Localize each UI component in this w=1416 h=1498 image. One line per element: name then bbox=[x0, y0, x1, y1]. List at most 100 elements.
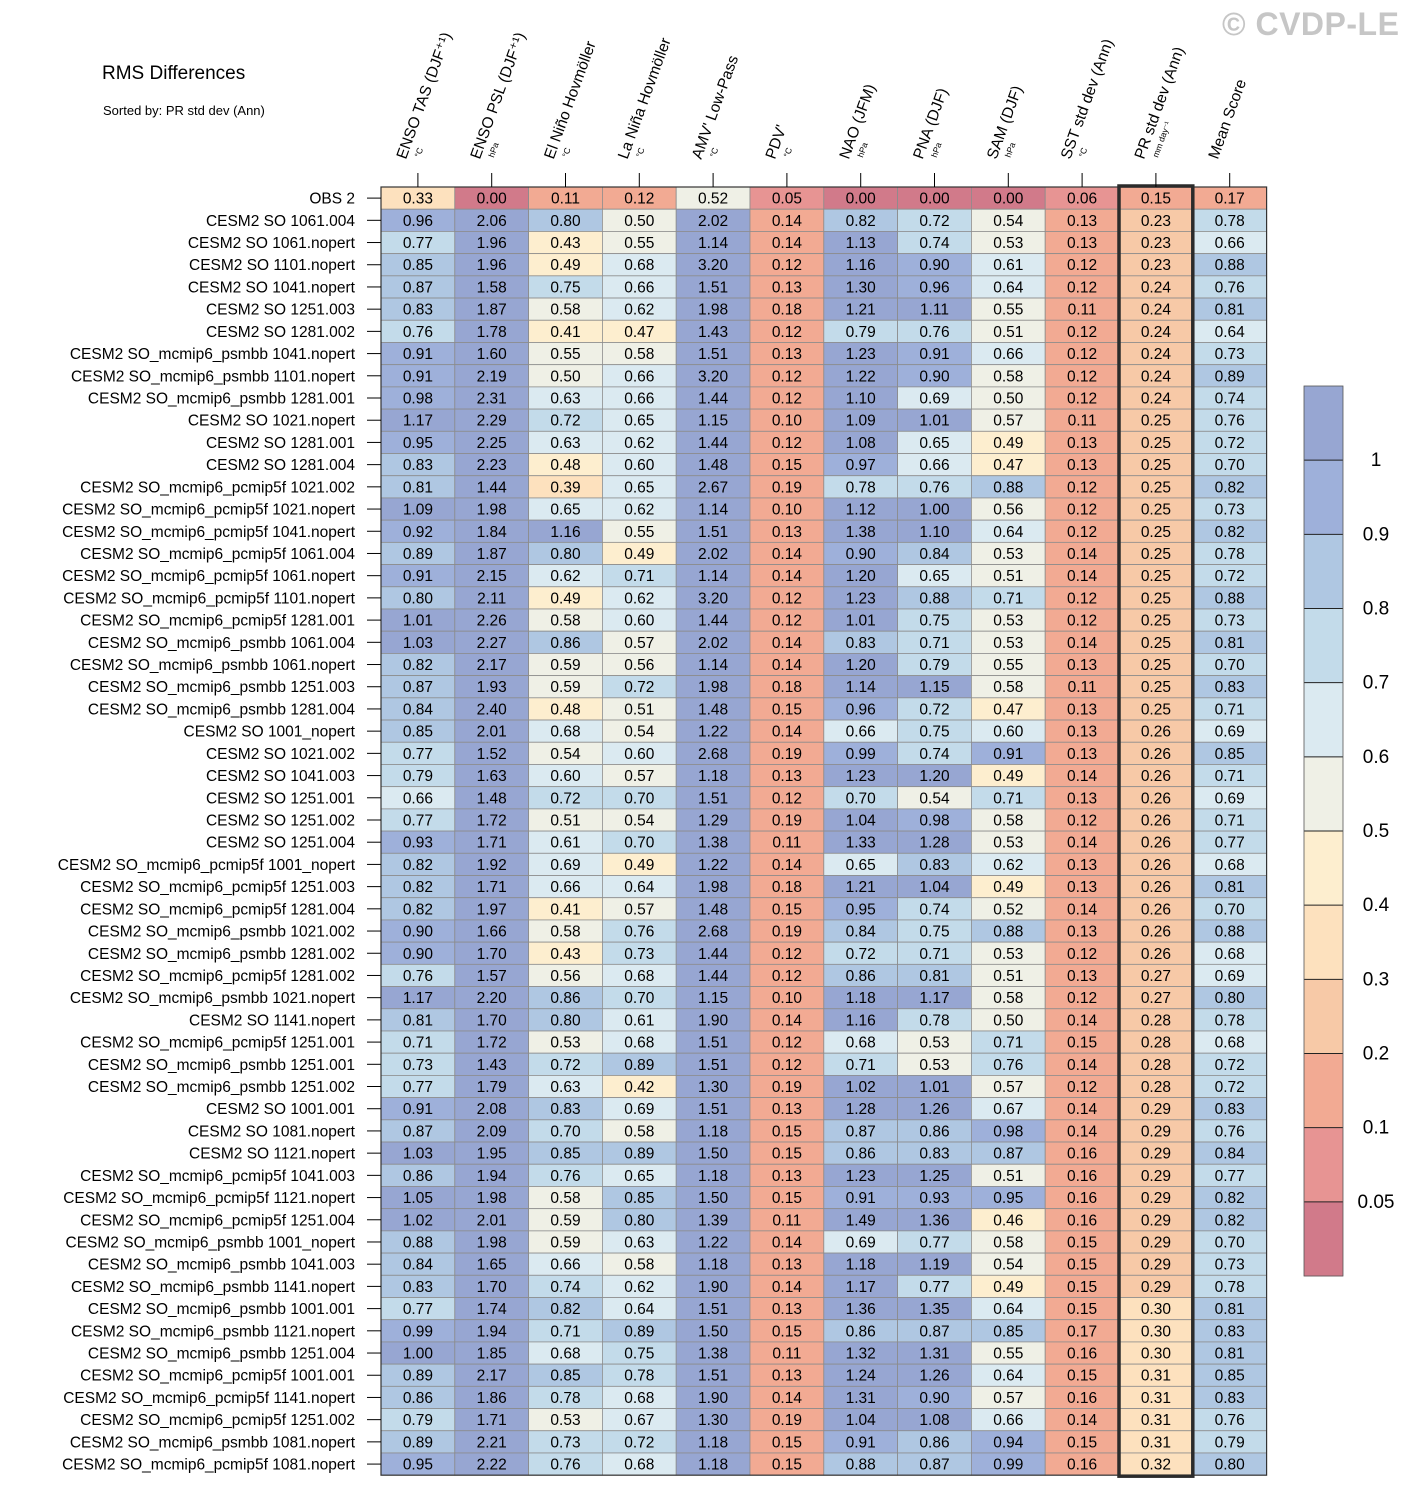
row-label: CESM2 SO_mcmip6_pcmip5f 1251.004 bbox=[80, 1212, 355, 1229]
cell-value-label: 0.56 bbox=[624, 657, 654, 674]
cell-value-label: 0.65 bbox=[919, 568, 949, 585]
cell-value-label: 0.12 bbox=[1067, 812, 1097, 829]
cell-value-label: 0.53 bbox=[919, 1057, 949, 1074]
cell-value-label: 0.11 bbox=[772, 1212, 801, 1229]
cell-value-label: 0.15 bbox=[1067, 1368, 1097, 1385]
row-label: CESM2 SO_mcmip6_psmbb 1041.003 bbox=[88, 1257, 355, 1274]
cell-value-label: 0.84 bbox=[1215, 1146, 1246, 1163]
column-unit-label: °C bbox=[634, 146, 647, 158]
row-label: CESM2 SO_mcmip6_psmbb 1021.nopert bbox=[70, 990, 356, 1007]
cell-value-label: 0.64 bbox=[624, 1301, 655, 1318]
cell-value-label: 0.72 bbox=[1215, 568, 1245, 585]
cell-value-label: 0.11 bbox=[772, 1346, 801, 1363]
cell-value-label: 0.72 bbox=[624, 679, 654, 696]
cell-value-label: 0.71 bbox=[846, 1057, 876, 1074]
row-label: CESM2 SO 1061.004 bbox=[206, 213, 355, 230]
column-unit-label: °C bbox=[412, 146, 425, 158]
cell-value-label: 1.38 bbox=[698, 835, 728, 852]
cell-value-label: 0.18 bbox=[772, 302, 802, 319]
cell-value-label: 0.60 bbox=[993, 724, 1024, 741]
column-unit-label: hPa bbox=[855, 141, 870, 159]
cell-value-label: 0.14 bbox=[1067, 901, 1098, 918]
cell-value-label: 0.75 bbox=[624, 1346, 654, 1363]
cell-value-label: 0.13 bbox=[772, 279, 802, 296]
cell-value-label: 0.91 bbox=[403, 568, 433, 585]
cell-value-label: 0.54 bbox=[993, 213, 1024, 230]
cell-value-label: 1.15 bbox=[698, 990, 728, 1007]
cell-value-label: 0.13 bbox=[772, 1257, 802, 1274]
cell-value-label: 0.55 bbox=[550, 346, 580, 363]
cell-value-label: 0.73 bbox=[624, 946, 654, 963]
cell-value-label: 0.58 bbox=[550, 924, 580, 941]
cell-value-label: 0.84 bbox=[403, 1257, 434, 1274]
cell-value-label: 0.65 bbox=[919, 435, 949, 452]
cell-value-label: 0.29 bbox=[1141, 1168, 1171, 1185]
cell-value-label: 1.31 bbox=[919, 1346, 949, 1363]
cell-value-label: 0.58 bbox=[550, 613, 580, 630]
cell-value-label: 0.74 bbox=[550, 1279, 581, 1296]
cell-value-label: 0.13 bbox=[1067, 924, 1097, 941]
cell-value-label: 0.13 bbox=[1067, 657, 1097, 674]
cell-value-label: 0.57 bbox=[624, 901, 654, 918]
colorbar-frame bbox=[1303, 385, 1344, 1277]
cell-value-label: 0.26 bbox=[1141, 724, 1171, 741]
column-unit-label: °C bbox=[781, 146, 794, 158]
cell-value-label: 2.09 bbox=[477, 1123, 507, 1140]
cell-value-label: 0.29 bbox=[1141, 1123, 1171, 1140]
cell-value-label: 1.63 bbox=[477, 768, 507, 785]
cell-value-label: 0.13 bbox=[1067, 746, 1097, 763]
cell-value-label: 0.00 bbox=[919, 191, 950, 208]
cell-value-label: 0.72 bbox=[919, 213, 949, 230]
cell-value-label: 0.12 bbox=[772, 590, 802, 607]
cell-value-label: 0.28 bbox=[1141, 1079, 1171, 1096]
cell-value-label: 0.76 bbox=[403, 968, 433, 985]
cell-value-label: 0.65 bbox=[624, 413, 654, 430]
cell-value-label: 0.71 bbox=[1215, 701, 1245, 718]
colorbar-tick-label: 0.4 bbox=[1363, 895, 1390, 916]
cell-value-label: 0.81 bbox=[1215, 1346, 1245, 1363]
cell-value-label: 0.85 bbox=[403, 257, 433, 274]
cell-value-label: 0.81 bbox=[1215, 1301, 1245, 1318]
cell-value-label: 1.33 bbox=[846, 835, 876, 852]
cell-value-label: 0.14 bbox=[1067, 1101, 1098, 1118]
cell-value-label: 0.13 bbox=[1067, 213, 1097, 230]
cell-value-label: 0.30 bbox=[1141, 1301, 1172, 1318]
cell-value-label: 0.82 bbox=[1215, 524, 1245, 541]
cell-value-label: 0.68 bbox=[1215, 1035, 1245, 1052]
cell-value-label: 0.86 bbox=[403, 1168, 433, 1185]
cell-value-label: 0.12 bbox=[772, 391, 802, 408]
colorbar-tick-label: 0.05 bbox=[1358, 1192, 1395, 1213]
cell-value-label: 0.87 bbox=[846, 1123, 876, 1140]
row-label: CESM2 SO_mcmip6_pcmip5f 1251.003 bbox=[80, 879, 355, 896]
cell-value-label: 0.70 bbox=[1215, 1234, 1246, 1251]
watermark: © CVDP-LE bbox=[1222, 6, 1400, 42]
cell-value-label: 0.96 bbox=[919, 279, 949, 296]
cell-value-label: 0.70 bbox=[550, 1123, 581, 1140]
cell-value-label: 0.55 bbox=[993, 657, 1023, 674]
cell-value-label: 0.76 bbox=[1215, 1412, 1245, 1429]
cell-value-label: 0.69 bbox=[624, 1101, 654, 1118]
cell-value-label: 0.16 bbox=[1067, 1346, 1097, 1363]
cell-value-label: 0.89 bbox=[403, 546, 433, 563]
row-label: CESM2 SO_mcmip6_psmbb 1001_nopert bbox=[66, 1234, 356, 1251]
cell-value-label: 0.72 bbox=[1215, 1057, 1245, 1074]
cell-value-label: 0.58 bbox=[624, 1123, 654, 1140]
cell-value-label: 1.38 bbox=[846, 524, 876, 541]
cell-value-label: 1.30 bbox=[698, 1412, 729, 1429]
cell-value-label: 1.71 bbox=[477, 1412, 507, 1429]
row-label: CESM2 SO_mcmip6_pcmip5f 1281.004 bbox=[80, 901, 355, 918]
row-label: CESM2 SO 1001.001 bbox=[206, 1101, 355, 1118]
cell-value-label: 2.29 bbox=[477, 413, 507, 430]
cell-value-label: 1.24 bbox=[846, 1368, 877, 1385]
cell-value-label: 0.91 bbox=[919, 346, 949, 363]
cell-value-label: 0.15 bbox=[772, 1123, 802, 1140]
cell-value-label: 1.36 bbox=[919, 1212, 949, 1229]
colorbar-segment bbox=[1304, 905, 1343, 980]
cell-value-label: 0.83 bbox=[1215, 1390, 1245, 1407]
cell-value-label: 0.24 bbox=[1141, 346, 1172, 363]
cell-value-label: 0.59 bbox=[550, 1234, 580, 1251]
colorbar: 1 0.9 0.8 0.7 0.6 0.5 0.4 0.3 0.2 0.1 0.05 bbox=[1303, 385, 1395, 1277]
cell-value-label: 0.54 bbox=[624, 812, 655, 829]
row-label: CESM2 SO 1041.nopert bbox=[188, 279, 356, 296]
cell-value-label: 0.18 bbox=[772, 679, 802, 696]
